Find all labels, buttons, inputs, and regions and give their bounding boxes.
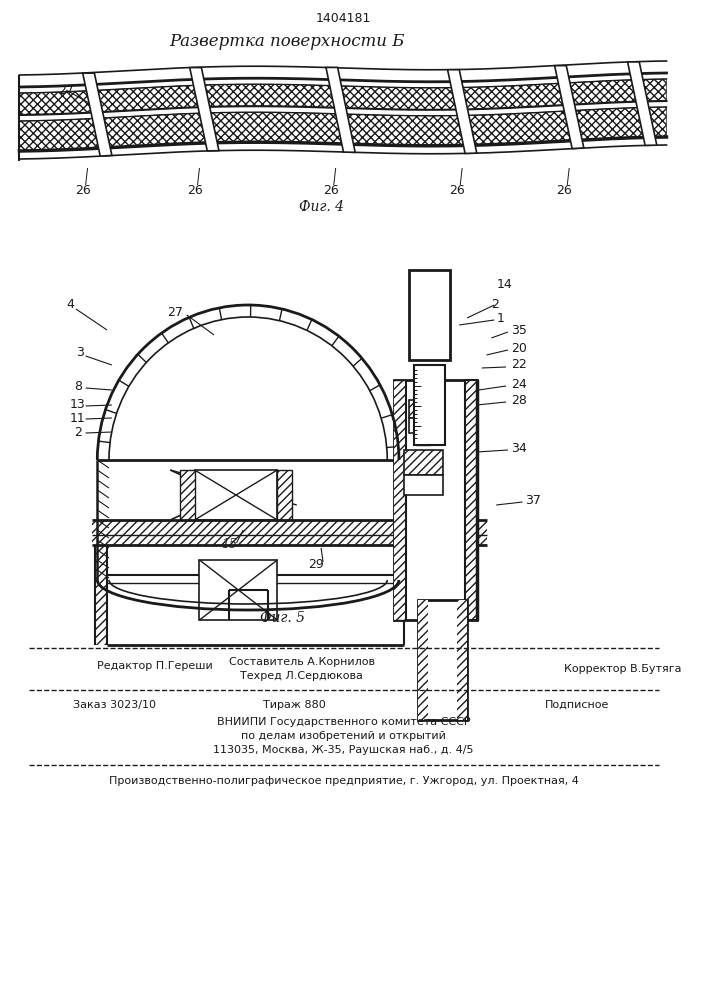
Text: ВНИИПИ Государственного комитета СССР: ВНИИПИ Государственного комитета СССР (216, 717, 470, 727)
Bar (457, 600, 467, 720)
Polygon shape (448, 70, 477, 153)
Bar (199, 560, 277, 620)
Polygon shape (20, 101, 667, 121)
Polygon shape (20, 107, 667, 151)
Text: Фиг. 5: Фиг. 5 (259, 611, 305, 625)
Text: Фиг. 4: Фиг. 4 (298, 200, 344, 214)
Text: Составитель А.Корнилов: Составитель А.Корнилов (228, 657, 375, 667)
Text: 20: 20 (511, 342, 527, 355)
Bar (409, 418, 438, 433)
Text: 22: 22 (511, 359, 527, 371)
Text: 24: 24 (511, 377, 527, 390)
Bar (95, 545, 107, 645)
Text: 113035, Москва, Ж-35, Раушская наб., д. 4/5: 113035, Москва, Ж-35, Раушская наб., д. … (214, 745, 474, 755)
Text: 26: 26 (187, 184, 202, 196)
Text: 34: 34 (511, 442, 527, 454)
Bar (404, 475, 443, 495)
Text: 2: 2 (74, 426, 82, 438)
Text: 26: 26 (75, 184, 90, 196)
Bar (404, 450, 443, 475)
Text: 13: 13 (70, 398, 86, 412)
Text: Производственно-полиграфическое предприятие, г. Ужгород, ул. Проектная, 4: Производственно-полиграфическое предприя… (109, 776, 578, 786)
Bar (409, 400, 438, 418)
Text: Развертка поверхности Б: Развертка поверхности Б (169, 33, 405, 50)
Bar (414, 365, 445, 445)
Text: 35: 35 (511, 324, 527, 336)
Bar (409, 270, 450, 360)
Bar (93, 520, 486, 545)
Bar (277, 470, 292, 520)
Bar (465, 380, 477, 620)
Text: 15: 15 (221, 538, 237, 552)
Text: по делам изобретений и открытий: по делам изобретений и открытий (241, 731, 446, 741)
Text: 29: 29 (308, 558, 324, 572)
Bar (416, 433, 430, 445)
Text: 28: 28 (511, 393, 527, 406)
Text: 1: 1 (496, 312, 504, 324)
Text: 27: 27 (168, 306, 183, 318)
Text: Техред Л.Сердюкова: Техред Л.Сердюкова (240, 671, 363, 681)
Text: Заказ 3023/10: Заказ 3023/10 (73, 700, 156, 710)
Text: Редактор П.Гереши: Редактор П.Гереши (98, 661, 213, 671)
Bar (180, 470, 194, 520)
Polygon shape (20, 73, 667, 93)
Polygon shape (20, 61, 667, 87)
Polygon shape (628, 62, 657, 145)
Text: 26: 26 (556, 184, 572, 196)
Polygon shape (20, 79, 667, 115)
Text: 1404181: 1404181 (316, 11, 371, 24)
Text: 14: 14 (496, 277, 512, 290)
Polygon shape (554, 66, 584, 149)
Text: 8: 8 (74, 380, 82, 393)
Bar (394, 380, 406, 620)
Polygon shape (83, 73, 112, 156)
Bar (419, 600, 428, 720)
Polygon shape (189, 68, 219, 151)
Polygon shape (326, 67, 355, 152)
Text: 11: 11 (70, 412, 86, 424)
Text: 26: 26 (323, 184, 339, 196)
Text: 27: 27 (59, 84, 74, 97)
Text: Корректор В.Бутяга: Корректор В.Бутяга (564, 664, 682, 674)
Bar (29, 230, 652, 700)
Text: 2: 2 (491, 298, 499, 312)
Bar (419, 600, 467, 720)
Text: 37: 37 (525, 493, 542, 506)
Bar (394, 380, 477, 620)
Text: 26: 26 (450, 184, 465, 196)
Text: 4: 4 (66, 298, 74, 312)
Text: Тираж 880: Тираж 880 (264, 700, 326, 710)
Bar (194, 470, 277, 520)
Text: 3: 3 (76, 346, 83, 359)
Text: Подписное: Подписное (545, 700, 609, 710)
